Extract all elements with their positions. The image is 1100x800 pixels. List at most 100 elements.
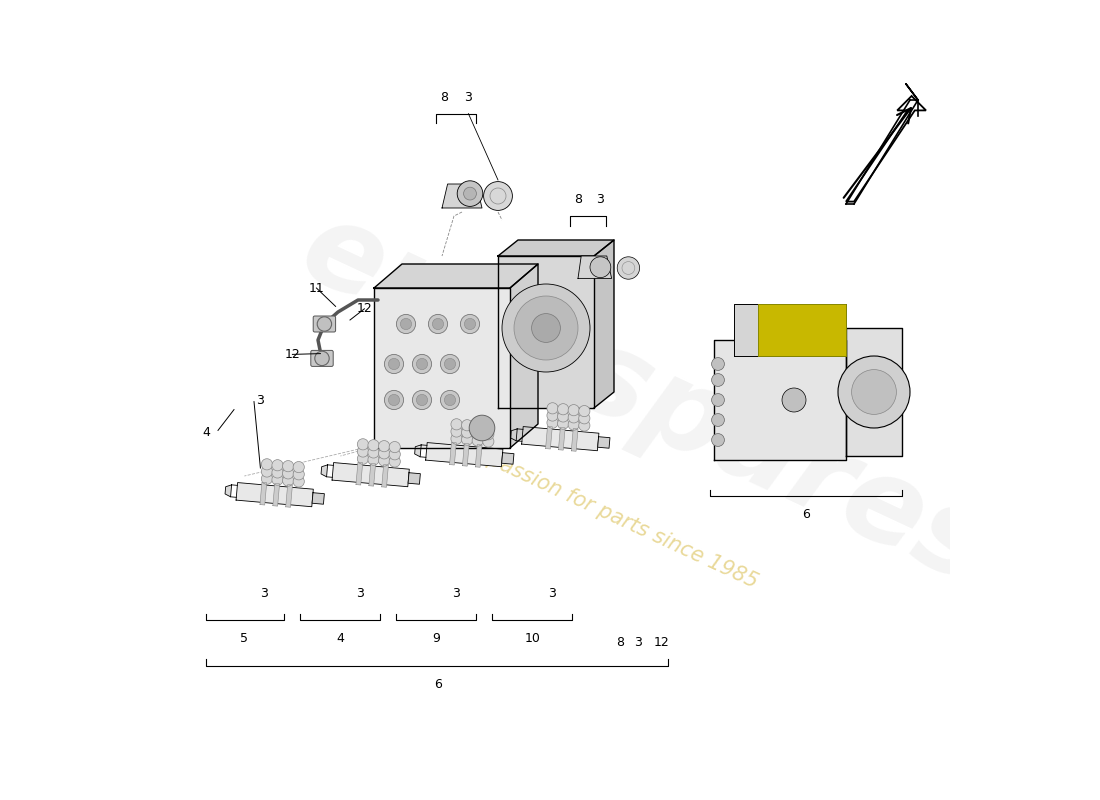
Polygon shape bbox=[846, 328, 902, 456]
Text: 6: 6 bbox=[802, 508, 810, 521]
Circle shape bbox=[547, 417, 558, 428]
Circle shape bbox=[317, 317, 331, 331]
Text: 10: 10 bbox=[525, 632, 540, 645]
Circle shape bbox=[483, 436, 494, 447]
Circle shape bbox=[579, 420, 590, 431]
Polygon shape bbox=[374, 288, 510, 448]
Text: 8: 8 bbox=[574, 194, 582, 206]
Circle shape bbox=[712, 434, 725, 446]
Polygon shape bbox=[846, 98, 918, 200]
Text: 3: 3 bbox=[452, 587, 460, 600]
Text: 3: 3 bbox=[464, 91, 472, 104]
Circle shape bbox=[283, 475, 294, 486]
Polygon shape bbox=[426, 442, 503, 466]
Circle shape bbox=[558, 404, 569, 415]
Circle shape bbox=[568, 405, 580, 416]
Text: 3: 3 bbox=[549, 587, 557, 600]
Polygon shape bbox=[236, 482, 314, 506]
Circle shape bbox=[712, 374, 725, 386]
Circle shape bbox=[428, 314, 448, 334]
Circle shape bbox=[483, 422, 494, 433]
Text: 4: 4 bbox=[202, 426, 210, 438]
Circle shape bbox=[590, 257, 610, 278]
Circle shape bbox=[412, 354, 431, 374]
Text: 12: 12 bbox=[285, 348, 300, 361]
Circle shape bbox=[782, 388, 806, 412]
Circle shape bbox=[470, 415, 495, 441]
Circle shape bbox=[378, 441, 389, 452]
Polygon shape bbox=[368, 463, 375, 486]
Circle shape bbox=[293, 469, 305, 480]
Circle shape bbox=[283, 468, 294, 479]
Circle shape bbox=[531, 314, 560, 342]
Text: eurospares: eurospares bbox=[284, 190, 1009, 610]
Circle shape bbox=[558, 418, 569, 430]
Circle shape bbox=[315, 351, 329, 366]
Circle shape bbox=[412, 390, 431, 410]
Circle shape bbox=[472, 428, 483, 439]
Circle shape bbox=[579, 413, 590, 424]
Circle shape bbox=[451, 418, 462, 430]
Polygon shape bbox=[226, 485, 232, 497]
Circle shape bbox=[388, 358, 399, 370]
Polygon shape bbox=[571, 429, 578, 451]
Polygon shape bbox=[415, 445, 421, 457]
Polygon shape bbox=[450, 442, 456, 465]
Polygon shape bbox=[475, 445, 482, 467]
Circle shape bbox=[463, 187, 476, 200]
Circle shape bbox=[568, 419, 580, 430]
Polygon shape bbox=[758, 304, 846, 356]
Polygon shape bbox=[382, 465, 388, 487]
Text: 8: 8 bbox=[616, 636, 625, 649]
Circle shape bbox=[461, 314, 480, 334]
FancyBboxPatch shape bbox=[314, 316, 336, 332]
Polygon shape bbox=[260, 482, 266, 505]
Text: 4: 4 bbox=[337, 632, 344, 645]
Circle shape bbox=[389, 456, 400, 467]
Text: 3: 3 bbox=[634, 636, 642, 649]
Polygon shape bbox=[559, 427, 565, 450]
Circle shape bbox=[283, 461, 294, 472]
Text: 6: 6 bbox=[434, 678, 442, 690]
Circle shape bbox=[483, 429, 494, 440]
Circle shape bbox=[464, 318, 475, 330]
Text: 11: 11 bbox=[308, 282, 324, 294]
Polygon shape bbox=[462, 443, 470, 466]
Circle shape bbox=[378, 455, 389, 466]
Circle shape bbox=[262, 458, 273, 470]
Circle shape bbox=[384, 354, 404, 374]
Text: 3: 3 bbox=[356, 587, 364, 600]
Circle shape bbox=[851, 370, 896, 414]
Polygon shape bbox=[594, 240, 614, 408]
Polygon shape bbox=[273, 483, 279, 506]
Text: a passion for parts since 1985: a passion for parts since 1985 bbox=[468, 440, 761, 592]
Circle shape bbox=[440, 390, 460, 410]
Circle shape bbox=[400, 318, 411, 330]
Circle shape bbox=[358, 453, 368, 464]
Circle shape bbox=[272, 460, 283, 471]
Circle shape bbox=[293, 476, 305, 487]
Circle shape bbox=[396, 314, 416, 334]
Polygon shape bbox=[374, 264, 538, 288]
Text: 9: 9 bbox=[432, 632, 440, 645]
Polygon shape bbox=[510, 429, 517, 441]
Circle shape bbox=[502, 284, 590, 372]
Circle shape bbox=[367, 447, 380, 458]
Circle shape bbox=[712, 414, 725, 426]
Circle shape bbox=[417, 358, 428, 370]
Circle shape bbox=[444, 358, 455, 370]
Circle shape bbox=[272, 474, 283, 486]
Text: 3: 3 bbox=[596, 194, 604, 206]
Circle shape bbox=[462, 420, 473, 431]
Circle shape bbox=[547, 410, 558, 421]
Circle shape bbox=[358, 438, 368, 450]
Polygon shape bbox=[734, 304, 846, 356]
Text: 3: 3 bbox=[256, 394, 264, 406]
Circle shape bbox=[389, 449, 400, 460]
Circle shape bbox=[358, 446, 368, 457]
Circle shape bbox=[262, 473, 273, 484]
Circle shape bbox=[484, 182, 513, 210]
Text: 3: 3 bbox=[261, 587, 268, 600]
FancyBboxPatch shape bbox=[311, 350, 333, 366]
Polygon shape bbox=[546, 426, 552, 449]
